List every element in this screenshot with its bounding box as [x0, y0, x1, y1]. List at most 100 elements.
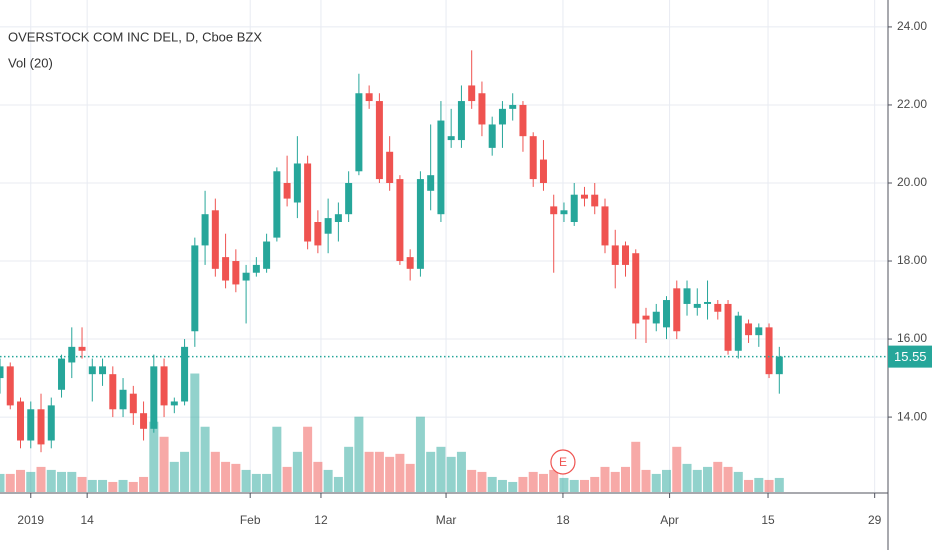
volume-bar [77, 476, 87, 492]
volume-bar [292, 451, 302, 492]
volume-bar [518, 476, 528, 492]
candle-body [58, 358, 66, 390]
candle-body [539, 159, 547, 183]
x-tick-label: Feb [240, 513, 261, 527]
volume-bar [744, 479, 754, 492]
candle-body [27, 409, 35, 441]
candle-body [17, 401, 25, 441]
candle-body [47, 405, 55, 441]
candle-body [498, 108, 506, 125]
volume-bar [221, 461, 231, 492]
volume-bar [477, 471, 487, 492]
volume-bar [26, 471, 36, 492]
candle-body [427, 175, 435, 191]
volume-bar [251, 473, 261, 492]
volume-bar [374, 451, 384, 492]
candle-body [560, 210, 568, 215]
candle-body [437, 120, 445, 215]
candle-body [170, 401, 178, 406]
volume-bar [559, 477, 569, 492]
x-tick-label: 12 [314, 513, 328, 527]
candle-body [222, 257, 230, 281]
volume-bar [733, 471, 743, 492]
volume-bar [210, 451, 220, 492]
volume-bar [662, 469, 672, 492]
candle-body [509, 104, 517, 109]
candle-body [488, 124, 496, 148]
candle-body [663, 300, 671, 328]
volume-bar [487, 476, 497, 492]
volume-bar [262, 473, 272, 492]
candle-body [550, 206, 558, 215]
candle-body [642, 315, 650, 320]
volume-bar [241, 469, 251, 492]
candle-body [468, 85, 476, 102]
candle-body [191, 245, 199, 332]
volume-bar [569, 479, 579, 492]
volume-bar [497, 479, 507, 492]
candle-body [632, 253, 640, 324]
candle-body [109, 374, 117, 410]
volume-bar [610, 471, 620, 492]
candle-body [601, 206, 609, 246]
candle-body [683, 288, 691, 304]
candle-body [304, 163, 312, 242]
candle-body [99, 366, 107, 375]
volume-bar [16, 469, 26, 492]
candle-body [611, 245, 619, 265]
candle-body [37, 409, 45, 445]
last-price-label: 15.55 [894, 349, 927, 364]
y-tick-label: 16.00 [897, 331, 927, 345]
x-tick-label: 18 [556, 513, 570, 527]
volume-bar [426, 451, 436, 492]
candle-body [6, 366, 14, 406]
volume-bar [323, 469, 333, 492]
volume-bar [436, 446, 446, 492]
x-tick-label: 15 [761, 513, 775, 527]
candle-body [355, 93, 363, 172]
volume-bar [231, 463, 241, 492]
volume-bar [118, 479, 128, 492]
chart-subtitle: Vol (20) [8, 55, 53, 70]
volume-bar [200, 426, 210, 492]
chart-title: OVERSTOCK COM INC DEL, D, Cboe BZX [8, 29, 262, 44]
candle-body [416, 179, 424, 269]
volume-bar [272, 426, 282, 492]
volume-bar [0, 473, 5, 492]
volume-bar [703, 466, 713, 492]
volume-bar [87, 479, 97, 492]
candle-body [334, 214, 342, 223]
volume-bar [180, 451, 190, 492]
candle-body [68, 346, 76, 363]
volume-bar [764, 479, 774, 492]
candle-body [570, 194, 578, 223]
candle-body [519, 104, 527, 137]
y-tick-label: 24.00 [897, 19, 927, 33]
volume-bar [149, 421, 159, 492]
volume-bar [713, 461, 723, 492]
volume-bar [333, 476, 343, 492]
volume-bar [446, 456, 456, 492]
x-tick-label: Apr [660, 513, 679, 527]
earnings-label: E [559, 455, 567, 469]
candle-body [252, 264, 260, 273]
volume-bar [641, 469, 651, 492]
candle-body [775, 356, 783, 375]
y-tick-label: 14.00 [897, 409, 927, 423]
candle-body [232, 261, 240, 285]
y-tick-label: 22.00 [897, 97, 927, 111]
candle-body [673, 288, 681, 332]
candle-body [273, 171, 281, 238]
volume-bar [723, 466, 733, 492]
volume-bar [415, 416, 425, 492]
volume-bar [651, 473, 661, 492]
last-price-box [888, 345, 932, 368]
volume-bar [579, 479, 589, 492]
y-tick-label: 18.00 [897, 253, 927, 267]
volume-bar [46, 469, 56, 492]
candle-body [765, 327, 773, 375]
candle-body [478, 93, 486, 125]
candle-body [580, 194, 588, 199]
volume-bar [57, 471, 67, 492]
candle-body [0, 366, 4, 379]
